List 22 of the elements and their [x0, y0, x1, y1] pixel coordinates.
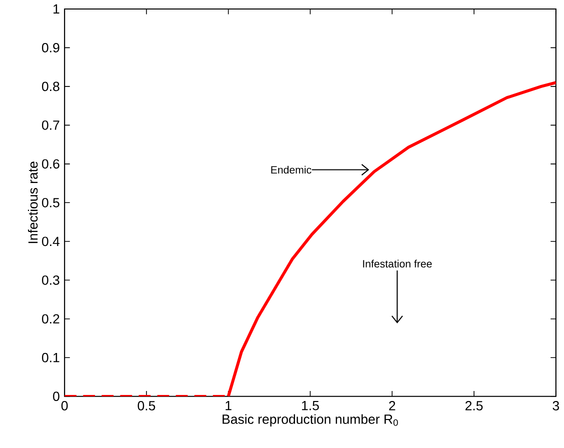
x-tick-label: 3: [552, 401, 560, 410]
y-tick-label: 0: [53, 392, 60, 402]
annotation: Endemic: [271, 166, 312, 174]
y-tick-label: 0.8: [42, 82, 60, 92]
y-tick-label: 0.2: [42, 314, 60, 324]
x-axis-title: Basic reproduction number R$_{0}$: [222, 414, 398, 427]
x-tick-label: 1: [226, 401, 232, 410]
y-tick-label: 1: [54, 4, 60, 14]
y-axis-title: Infectious rate: [28, 162, 38, 244]
y-tick-label: 0.4: [42, 236, 60, 246]
x-tick-label: 0: [61, 401, 68, 410]
annotation: Infestation free: [363, 260, 432, 268]
y-tick-label: 0.7: [42, 120, 60, 130]
x-tick-label: 2: [389, 401, 396, 410]
x-tick-label: 2.5: [465, 401, 483, 410]
y-tick-label: 0.1: [42, 352, 60, 362]
x-tick-label: 0.5: [138, 401, 156, 410]
y-tick-label: 0.5: [42, 198, 60, 208]
y-tick-label: 0.3: [42, 275, 60, 285]
y-tick-label: 0.6: [42, 159, 60, 169]
x-tick-label: 1.5: [302, 401, 319, 410]
y-tick-label: 0.9: [42, 43, 60, 52]
